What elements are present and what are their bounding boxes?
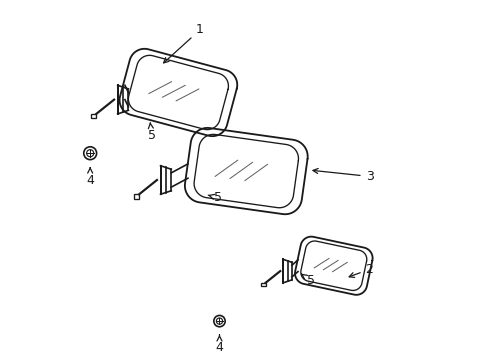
Text: 5: 5 [208, 192, 221, 204]
Text: 4: 4 [86, 168, 94, 186]
Text: 1: 1 [163, 23, 203, 63]
FancyBboxPatch shape [261, 283, 265, 286]
Circle shape [86, 150, 94, 157]
FancyBboxPatch shape [91, 114, 96, 118]
Text: 3: 3 [312, 168, 373, 183]
Text: 2: 2 [348, 263, 373, 278]
Text: 4: 4 [215, 335, 223, 354]
Text: 5: 5 [301, 274, 314, 287]
Circle shape [83, 147, 97, 159]
FancyBboxPatch shape [134, 194, 139, 199]
Text: 5: 5 [147, 123, 155, 142]
Circle shape [216, 318, 222, 324]
Circle shape [213, 315, 224, 327]
